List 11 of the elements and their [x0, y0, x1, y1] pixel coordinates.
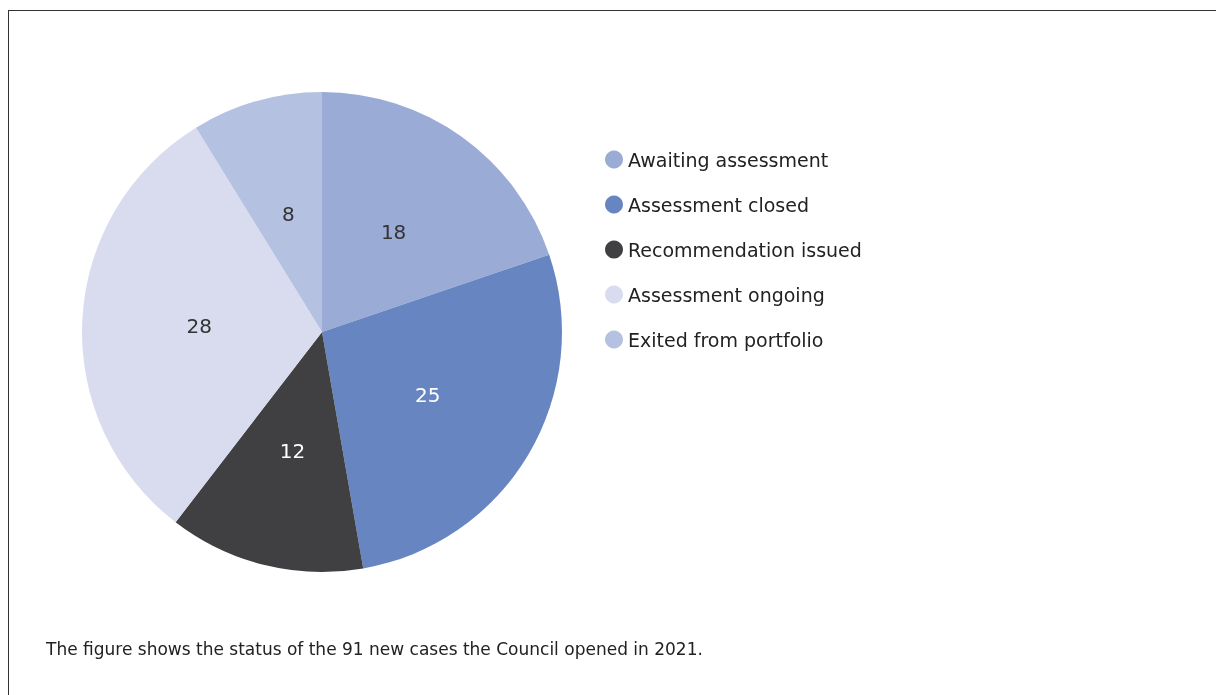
data-label: 28 — [186, 313, 212, 338]
data-label: 25 — [415, 382, 441, 407]
data-label: 8 — [282, 201, 295, 226]
data-label: 12 — [279, 439, 306, 464]
data-label: 18 — [380, 219, 407, 244]
legend-label: Awaiting assessment — [628, 148, 829, 171]
legend-label: Assessment closed — [628, 193, 810, 216]
legend-label: Exited from portfolio — [628, 328, 824, 351]
text: The figure shows the status of the 91 new cases the Council opened in 2021. — [45, 638, 703, 659]
legend-label: Assessment ongoing — [628, 283, 825, 306]
legend-label: Recommendation issued — [628, 238, 862, 261]
